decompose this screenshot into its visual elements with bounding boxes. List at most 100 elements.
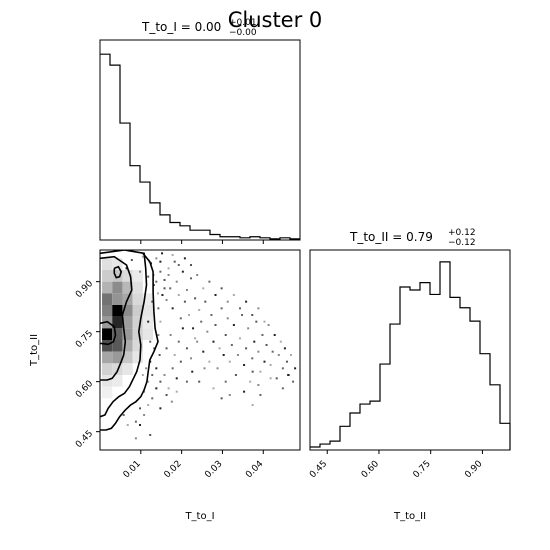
scatter-point	[212, 387, 215, 390]
histogram-t-to-ii-bar	[390, 324, 400, 450]
density-cell	[132, 351, 143, 364]
density-cell	[102, 258, 113, 270]
scatter-point	[230, 344, 233, 346]
histogram-t-to-ii-bar	[430, 294, 440, 450]
scatter-point	[177, 264, 180, 266]
scatter-xlabel: T_to_I	[184, 511, 214, 522]
density-cell	[122, 270, 133, 282]
scatter-point	[157, 334, 160, 336]
scatter-point	[241, 314, 244, 316]
scatter-point	[139, 424, 141, 426]
histogram-t-to-i-title: T_to_I = 0.00	[141, 20, 221, 34]
scatter-point	[134, 420, 137, 423]
scatter-point	[185, 347, 188, 350]
density-cell	[102, 363, 113, 375]
histogram-t-to-ii-bar	[360, 404, 370, 450]
density-cell	[122, 363, 133, 375]
scatter-point	[147, 380, 150, 383]
scatter-point	[141, 255, 144, 258]
figure-title: Cluster 0	[228, 8, 323, 32]
scatter-ytick-label: 0.60	[74, 379, 95, 400]
scatter-point	[210, 314, 213, 316]
scatter-point	[259, 394, 262, 396]
scatter-point	[198, 380, 201, 383]
density-cell	[142, 328, 154, 340]
scatter-point	[198, 309, 201, 311]
histogram-t-to-ii-bar	[370, 401, 380, 450]
density-cell	[122, 340, 133, 352]
scatter-panel: 0.01 0.02 0.03 0.040.450.600.750.90 T_to_I …	[29, 249, 301, 522]
density-cell	[112, 375, 123, 387]
scatter-point	[249, 380, 252, 383]
scatter-point	[171, 307, 174, 310]
density-cell	[102, 386, 113, 399]
scatter-point	[253, 340, 256, 343]
scatter-point	[177, 340, 180, 343]
scatter-point	[126, 424, 129, 426]
scatter-point	[281, 367, 284, 370]
histogram-t-to-ii-bar	[420, 283, 430, 450]
scatter-point	[169, 334, 172, 336]
scatter-point	[202, 287, 205, 290]
histogram-t-to-i-title-sub: −0.00	[229, 28, 257, 38]
scatter-point	[239, 337, 241, 340]
scatter-point	[163, 279, 166, 281]
scatter-point	[214, 294, 217, 296]
scatter-point	[159, 260, 162, 263]
scatter-point	[243, 364, 246, 366]
scatter-point	[224, 380, 227, 383]
histogram-t-to-ii-bar	[500, 423, 510, 450]
scatter-point	[155, 387, 158, 390]
density-cell	[112, 281, 123, 294]
scatter-point	[267, 324, 270, 326]
histogram-t-to-ii-bar	[330, 441, 340, 450]
histogram-t-to-i-ticks	[140, 240, 264, 244]
scatter-point	[271, 350, 274, 353]
scatter-point	[190, 357, 193, 360]
scatter-point	[257, 307, 260, 310]
scatter-point	[294, 367, 297, 370]
scatter-point	[147, 320, 150, 323]
histogram-t-to-i-bar	[210, 235, 220, 240]
scatter-point	[275, 377, 278, 380]
scatter-point	[139, 407, 141, 410]
density-cell	[122, 328, 133, 340]
density-cell	[112, 351, 123, 364]
scatter-point	[228, 394, 231, 396]
scatter-point	[147, 404, 150, 406]
scatter-point	[161, 294, 164, 296]
scatter-point	[169, 287, 172, 290]
scatter-point	[185, 380, 188, 383]
density-cell	[112, 328, 123, 340]
scatter-frame	[99, 249, 301, 451]
scatter-point	[141, 374, 144, 376]
scatter-point	[165, 347, 168, 350]
scatter-point	[226, 317, 229, 320]
histogram-t-to-i-bar	[170, 223, 180, 240]
scatter-point	[151, 300, 154, 303]
scatter-xtick-label: 0.04	[244, 459, 265, 480]
scatter-point	[167, 387, 170, 390]
scatter-point	[251, 404, 254, 406]
histogram-t-to-ii-bar	[380, 364, 390, 450]
scatter-point	[185, 289, 188, 291]
density-contour	[100, 252, 159, 431]
histogram-t-to-i-bars	[100, 53, 300, 240]
scatter-point	[261, 334, 264, 336]
density-cell	[112, 340, 123, 352]
scatter-point	[179, 317, 182, 320]
histogram-t-to-ii-bar	[340, 426, 350, 450]
histogram-t-to-ii-panel: T_to_II = 0.79 +0.12 −0.12 0.45 0.60 0.75 0…	[308, 228, 511, 522]
scatter-point	[257, 384, 260, 386]
scatter-ytick-label: 0.75	[74, 329, 95, 350]
histogram-t-to-ii-bar	[400, 287, 410, 450]
scatter-point	[155, 367, 158, 370]
scatter-point	[159, 320, 162, 323]
histogram-t-to-i-bar	[130, 166, 140, 240]
density-cells	[102, 258, 154, 399]
scatter-point	[247, 327, 250, 330]
histogram-t-to-ii-xlabel: T_to_II	[393, 511, 426, 522]
histogram-t-to-ii-xtick-label: 0.60	[360, 459, 381, 480]
scatter-point	[165, 299, 168, 301]
